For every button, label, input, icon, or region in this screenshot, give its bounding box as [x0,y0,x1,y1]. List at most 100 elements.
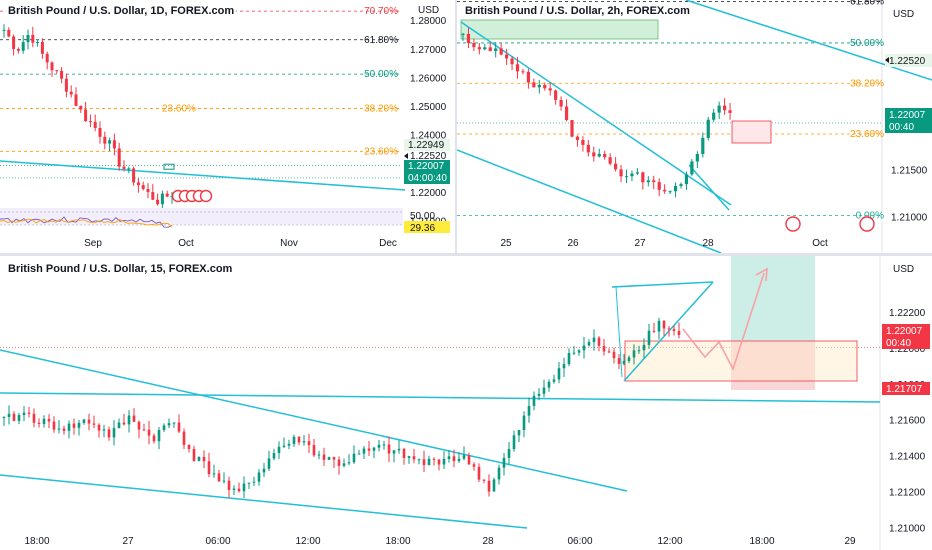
m15-candle [667,328,671,330]
daily-chart[interactable]: 1.280001.270001.260001.250001.240001.230… [0,0,455,253]
m15-candle [247,482,251,484]
m15-candle [372,447,376,451]
daily-fib-inner-label: 23.60% [162,103,196,114]
h2-chart[interactable]: 61.80% 50.00% 38.20% 23.60% 0.00% 1.21500 1.21… [457,0,932,253]
daily-candle [69,91,73,95]
daily-candle [2,29,6,31]
m15-candle [297,436,301,443]
m15-candle [57,428,61,430]
m15-y-tick-label: 1.21400 [889,452,926,463]
m15-y-tick-label: 1.21200 [889,488,926,499]
m15-chart[interactable]: 1.222001.220001.218001.216001.214001.212… [0,256,932,550]
m15-horizontal-support [0,392,881,403]
daily-candle [12,36,16,50]
h2-candle [673,185,678,192]
h2-currency-label[interactable]: USD [893,9,915,20]
h2-countdown-tag: 00:40 [889,122,914,133]
h2-candle [543,84,547,89]
daily-candle [156,199,160,205]
m15-candle [487,480,491,492]
daily-y-tick-label: 1.27000 [410,45,447,56]
daily-chart-title: British Pound / U.S. Dollar, 1D, FOREX.c… [6,4,237,18]
m15-candle [547,381,551,388]
h2-candle [477,47,481,50]
h2-y-tick-label: 1.21000 [891,212,928,223]
panel-divider-vertical[interactable] [455,0,457,253]
daily-y-tick-label: 1.24000 [410,131,447,142]
m15-projection-path [682,272,765,372]
m15-candle [622,360,626,364]
m15-candle [342,463,346,466]
m15-projection-arrow-icon [755,267,768,282]
m15-candle [12,413,16,421]
daily-x-tick-label: Oct [178,238,194,249]
event-flag-icon[interactable] [859,216,875,232]
m15-candle [117,422,121,429]
h2-chart-title: British Pound / U.S. Dollar, 2h, FOREX.c… [463,4,692,18]
m15-candle [312,445,316,456]
m15-x-tick-label: 18:00 [24,536,49,547]
m15-candle [287,443,291,446]
daily-candle [26,34,30,43]
m15-stop-price-tag-bg [882,382,930,395]
m15-candle [22,412,26,415]
daily-candle [127,168,131,170]
h2-chart-panel[interactable]: 61.80% 50.00% 38.20% 23.60% 0.00% 1.21500 1.21… [457,0,932,253]
h2-candle [472,43,476,48]
event-flag-icon[interactable] [785,216,801,232]
m15-candle [142,429,146,431]
daily-candle [88,121,92,123]
m15-chart-panel[interactable]: 1.222001.220001.218001.216001.214001.212… [0,256,932,550]
h2-candle [461,33,465,35]
m15-candle [17,414,21,421]
m15-candle [47,418,51,422]
m15-candle [282,445,286,447]
m15-x-tick-label: 12:00 [657,536,682,547]
m15-candle [212,473,216,475]
m15-wedge-top [611,281,714,288]
h2-price-tag-bg [885,54,932,67]
m15-candle [397,448,401,451]
daily-y-tick-label: 1.25000 [410,102,447,113]
daily-candle [16,49,20,51]
event-flag-icon[interactable] [199,189,213,203]
m15-candle [387,444,391,454]
m15-candle [177,422,181,432]
daily-candle [21,42,25,51]
m15-candle [327,457,331,460]
h2-candle [510,58,514,65]
m15-candle [27,412,31,414]
daily-currency-label[interactable]: USD [418,5,440,16]
m15-candle [272,452,276,459]
panel-divider-horizontal[interactable] [0,253,932,256]
m15-candle [112,428,116,438]
m15-currency-label[interactable]: USD [893,264,915,275]
daily-candle [31,34,35,43]
m15-candle [2,416,6,418]
m15-candle [647,330,651,345]
h2-candle [679,184,683,186]
m15-candle [62,428,66,431]
m15-candle [182,431,186,445]
m15-candle [207,461,211,475]
m15-candle [82,419,86,423]
h2-candle [652,180,656,183]
m15-candle [572,352,576,354]
h2-fib-label: 38.20% [850,78,884,89]
m15-candle [337,459,341,466]
m15-target-zone [731,256,815,341]
m15-candle [367,448,371,451]
m15-candle [592,337,596,343]
h2-candle [581,139,585,145]
m15-candle [542,387,546,394]
h2-candle [624,176,629,178]
m15-candle [192,449,196,461]
m15-candle [92,423,96,425]
m15-candle [237,488,241,492]
daily-candle [50,62,54,71]
daily-candle [60,70,64,79]
m15-candle [217,473,221,482]
m15-candle [452,456,456,462]
daily-chart-panel[interactable]: 1.280001.270001.260001.250001.240001.230… [0,0,455,253]
h2-candle [559,99,563,107]
